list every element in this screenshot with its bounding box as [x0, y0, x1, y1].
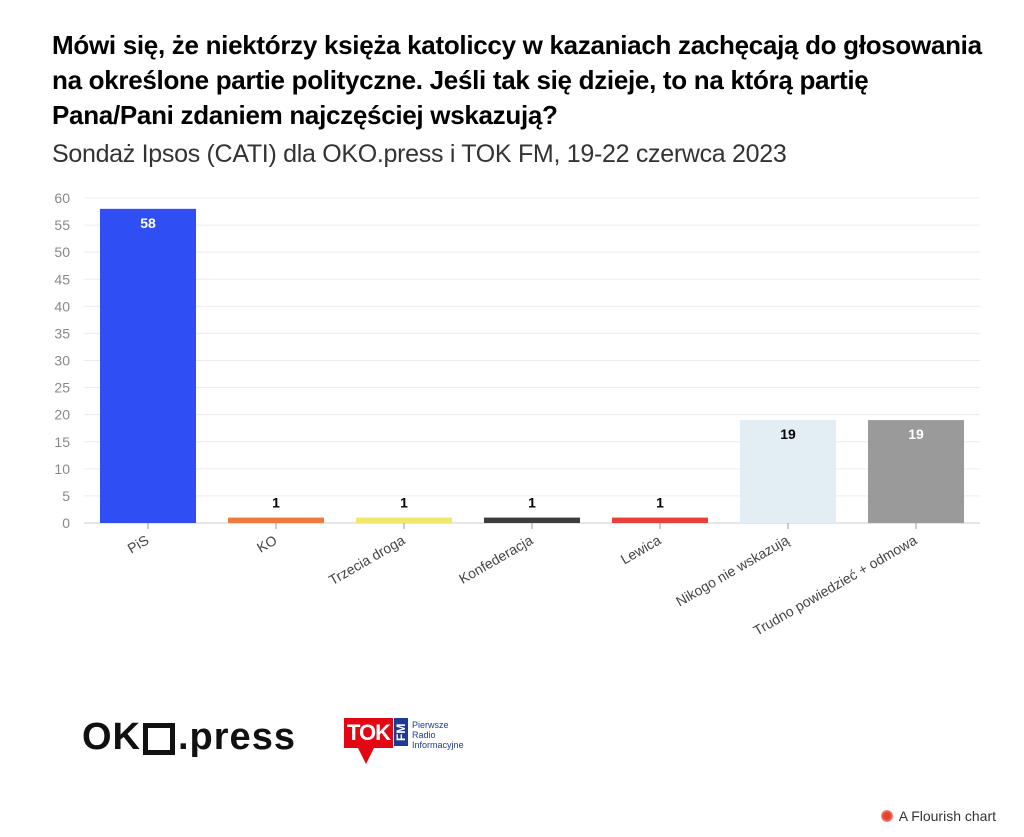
data-label: 19	[908, 426, 924, 442]
bar	[612, 518, 708, 523]
y-tick-label: 20	[54, 407, 70, 423]
x-tick-label: Konfederacja	[456, 532, 536, 587]
flourish-credit-text: A Flourish chart	[899, 808, 996, 824]
y-tick-label: 30	[54, 353, 70, 369]
bar-chart: 0 5 10 15 20 25 30 35 40 45 50 55 60 58 PiS 1 KO 1 Trzecia…	[0, 0, 1024, 700]
tok-logo-box: TOK	[344, 718, 393, 748]
y-tick-label: 35	[54, 325, 70, 341]
data-label: 1	[528, 495, 536, 511]
data-label: 19	[780, 426, 796, 442]
y-tick-label: 25	[54, 380, 70, 396]
x-tick-label: PiS	[125, 532, 152, 557]
bar	[484, 518, 580, 523]
x-tick-label: KO	[254, 532, 280, 556]
y-tick-label: 0	[62, 515, 70, 531]
y-tick-label: 40	[54, 298, 70, 314]
data-label: 1	[272, 495, 280, 511]
data-label: 1	[400, 495, 408, 511]
bar	[356, 518, 452, 523]
tok-tagline-line: Radio	[412, 730, 464, 740]
tok-tagline-line: Informacyjne	[412, 740, 464, 750]
y-tick-label: 60	[54, 190, 70, 206]
tok-tagline: Pierwsze Radio Informacyjne	[412, 720, 464, 750]
oko-logo-text-left: OK	[82, 716, 141, 759]
x-tick-label: Trzecia droga	[326, 532, 408, 588]
y-tick-label: 5	[62, 488, 70, 504]
bar	[100, 209, 196, 523]
y-tick-label: 15	[54, 434, 70, 450]
data-label: 58	[140, 215, 156, 231]
tok-fm-logo: TOK FM Pierwsze Radio Informacyjne	[344, 718, 464, 750]
y-tick-label: 10	[54, 461, 70, 477]
oko-press-logo: OK .press	[82, 716, 296, 759]
oko-logo-text-right: .press	[178, 716, 296, 759]
flourish-credit[interactable]: A Flourish chart	[881, 808, 996, 824]
flourish-icon	[881, 810, 893, 822]
tok-speech-tail-icon	[358, 748, 374, 764]
y-tick-label: 45	[54, 271, 70, 287]
tok-fm-badge: FM	[394, 718, 408, 746]
tok-logo-text: TOK	[347, 720, 390, 745]
tok-tagline-line: Pierwsze	[412, 720, 464, 730]
y-tick-label: 50	[54, 244, 70, 260]
data-label: 1	[656, 495, 664, 511]
y-tick-label: 55	[54, 217, 70, 233]
x-tick-label: Nikogo nie wskazują	[673, 532, 792, 610]
oko-square-icon	[143, 723, 175, 755]
x-tick-label: Lewica	[618, 532, 664, 568]
bar	[228, 518, 324, 523]
